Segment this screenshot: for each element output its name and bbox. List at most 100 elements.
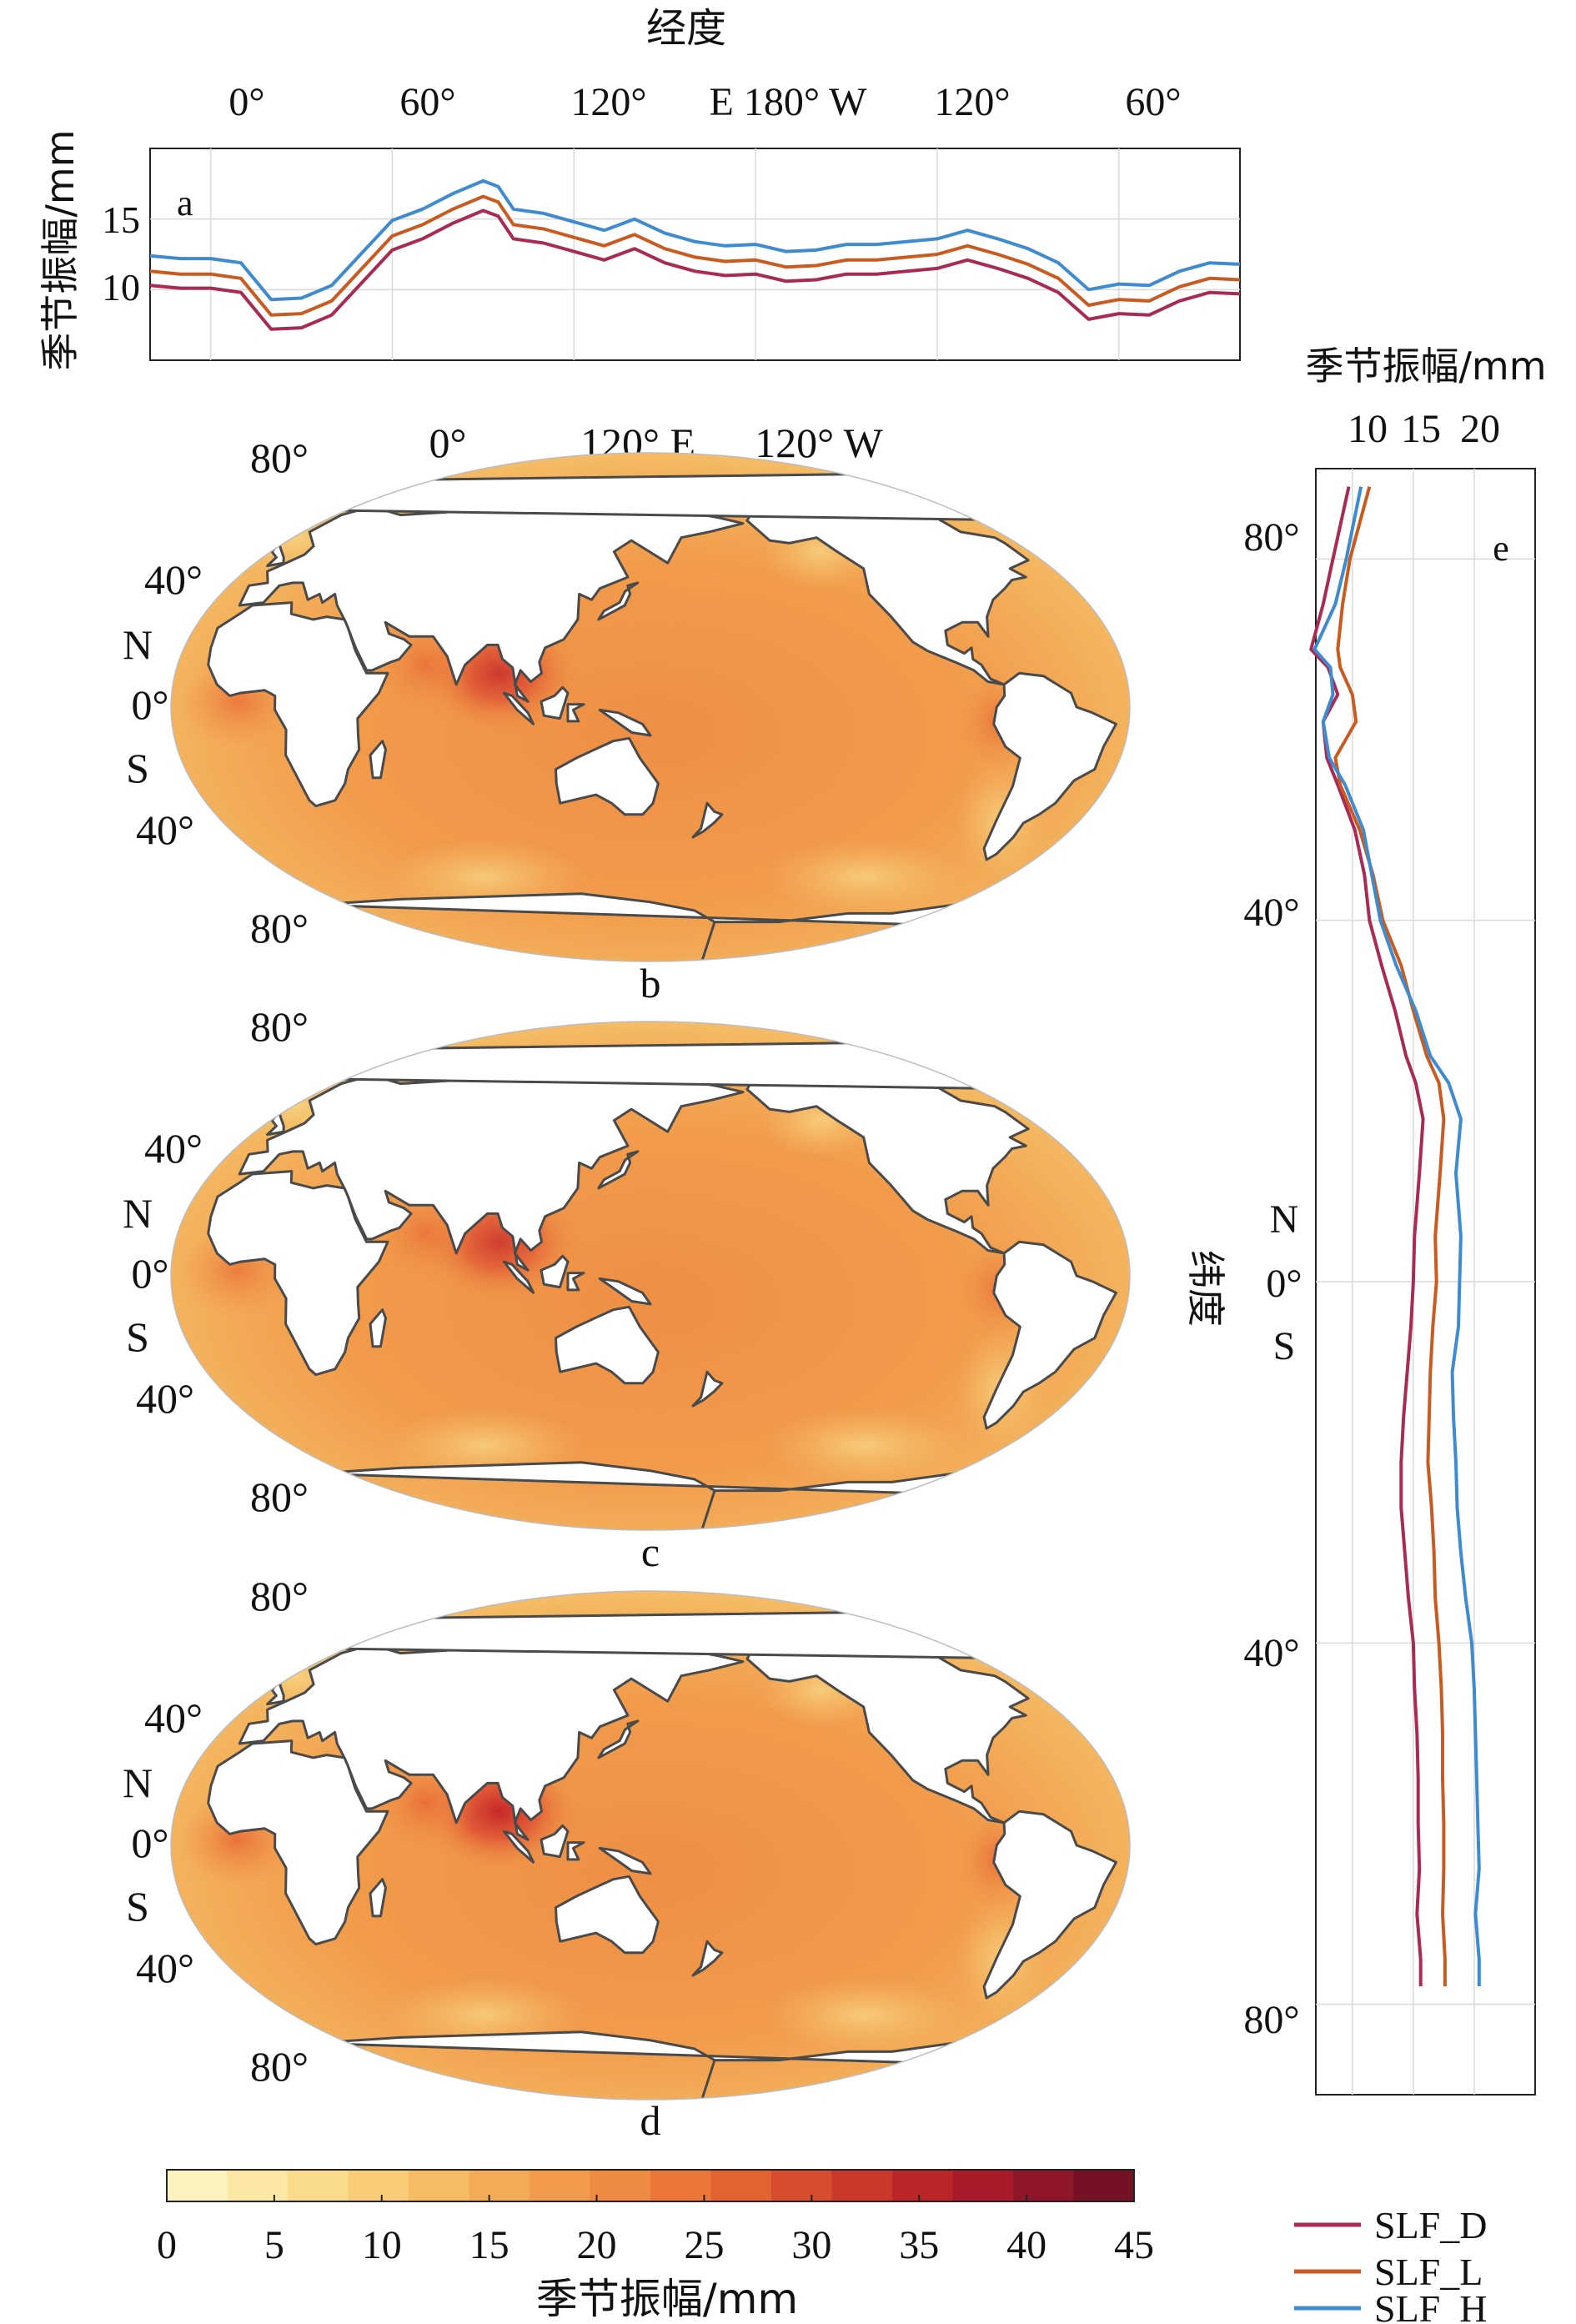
colorbar-cell [1073,2170,1135,2201]
legend-label-slf-h: SLF_H [1374,2287,1487,2324]
panel-e-label: e [1493,528,1509,569]
map-lat-tick: N [123,1759,153,1806]
panel-e-ylabel: 纬度 [1183,1250,1228,1327]
map-land-antarctica [313,886,1009,961]
colorbar-tick-label: 5 [264,2223,284,2267]
map-lon-tick: 120° W [755,419,884,466]
map-lat-tick: 80° [250,1573,309,1619]
map-lat-tick: 80° [250,2043,309,2090]
panel-e-ytick: 0° [1266,1262,1302,1306]
colorbar-tick-label: 20 [577,2223,617,2267]
map-land-borneo [540,1824,570,1859]
map-land-australia [555,1305,660,1385]
map-lat-tick: 80° [250,1003,309,1050]
colorbar-cell [469,2170,530,2201]
map-land-sumatra [502,691,535,725]
map-land-sulawesi [566,1841,585,1861]
map-land-madagascar [369,1878,387,1918]
map-lat-tick: S [126,1883,149,1930]
panel-a-xticks: 0° 60° 120° E 180° W 120° 60° [228,80,1181,124]
colorbar-cell [167,2170,228,2201]
colorbar-tick-label: 40 [1006,2223,1046,2267]
panel-e: 季节振幅/mm 10 15 20 e 80° 40° N 0° S 40° 80… [1183,344,1547,2096]
panel-a-series-slf-d [149,208,1241,331]
map-land-nz [691,1940,724,1977]
map-pale-region [764,1977,965,2053]
map-land-africa [207,1739,389,1946]
panel-e-xtick: 10 [1348,407,1388,451]
map-lon-tick: 0° [429,419,467,466]
colorbar-tick-label: 30 [791,2223,831,2267]
colorbar: 0 5 10 15 20 25 30 35 40 45 季节振幅/mm [157,2169,1154,2323]
panel-a-series-slf-h [149,178,1241,302]
panel-a-xtick: E 180° W [710,80,868,124]
panel-e-ytick: 40° [1243,1631,1299,1675]
panel-a-ytick: 15 [102,198,140,241]
colorbar-cell [288,2170,349,2201]
panel-a-xtick: 60° [1125,80,1181,124]
map-outline [170,1590,1131,2101]
colorbar-tick-label: 10 [362,2223,402,2267]
map-lat-tick: 40° [136,1375,194,1422]
colorbar-tick-label: 0 [157,2223,177,2267]
map-c-label: c [641,1528,660,1575]
colorbar-cell [409,2170,470,2201]
panel-e-xtick: 20 [1460,407,1500,451]
legend-label-slf-d: SLF_D [1374,2204,1487,2246]
map-lat-tick: 80° [250,1473,309,1520]
map-b-label: b [640,960,661,1006]
panel-e-yticks: 80° 40° N 0° S 40° 80° [1243,515,1302,2042]
map-b-body [170,452,1131,962]
colorbar-cell [771,2170,833,2201]
map-land-samerica [982,1240,1117,1430]
map-land-samerica [982,1810,1117,2000]
map-land-nz [691,801,724,839]
map-lat-tick: 40° [136,1945,194,1991]
map-lat-tick: 80° [250,434,309,481]
map-land-sumatra [502,1830,535,1864]
panel-e-series-slf-h [1312,486,1481,1986]
colorbar-cell [831,2170,893,2201]
colorbar-tick-label: 15 [469,2223,509,2267]
map-land-borneo [540,685,570,720]
colorbar-tick-label: 25 [684,2223,724,2267]
map-land-samerica [982,671,1117,861]
map-b-lat-ticks: 80° 40° N 0° S 40° 80° [123,434,309,951]
panel-a: 经度 0° 60° 120° E 180° W 120° 60° 季节振幅/mm… [38,5,1241,371]
map-d-lat-ticks: 80° 40° N 0° S 40° 80° [123,1573,309,2090]
panel-e-ytick: 40° [1243,891,1299,935]
panel-a-xlabel: 经度 [646,5,726,52]
map-land-newguinea [598,708,652,737]
map-pale-region [764,1408,965,1483]
panel-e-ytick: 80° [1243,515,1299,560]
panel-e-xlabel: 季节振幅/mm [1305,344,1546,389]
panel-e-ytick: 80° [1243,1998,1299,2042]
colorbar-ticks: 0 5 10 15 20 25 30 35 40 45 [157,2195,1154,2267]
panel-a-label: a [177,183,193,223]
panel-a-xtick: 60° [399,80,455,124]
map-lat-tick: 40° [144,556,203,603]
map-c-body [170,1021,1131,1531]
map-lat-tick: 0° [132,1820,169,1866]
map-land-japan [597,1150,640,1190]
panel-e-ytick: N [1270,1197,1299,1242]
map-land-japan [597,581,640,621]
map-ocean-field [171,453,1130,961]
panel-a-xtick: 120° [570,80,646,124]
map-land-sulawesi [566,703,585,723]
map-ocean-field [171,1021,1130,1530]
legend: SLF_D SLF_L SLF_H [1294,2204,1487,2324]
map-land-newguinea [598,1846,652,1875]
map-lat-tick: 40° [136,806,194,853]
colorbar-cell [650,2170,712,2201]
map-lat-tick: S [126,1313,149,1360]
map-pale-region [764,839,965,915]
map-outline [170,452,1131,962]
colorbar-cell [710,2170,772,2201]
map-lat-tick: 0° [132,681,169,728]
panel-a-series-slf-l [149,194,1241,317]
map-land-australia [555,1875,660,1955]
map-land-borneo [540,1254,570,1289]
colorbar-tick-label: 45 [1114,2223,1154,2267]
